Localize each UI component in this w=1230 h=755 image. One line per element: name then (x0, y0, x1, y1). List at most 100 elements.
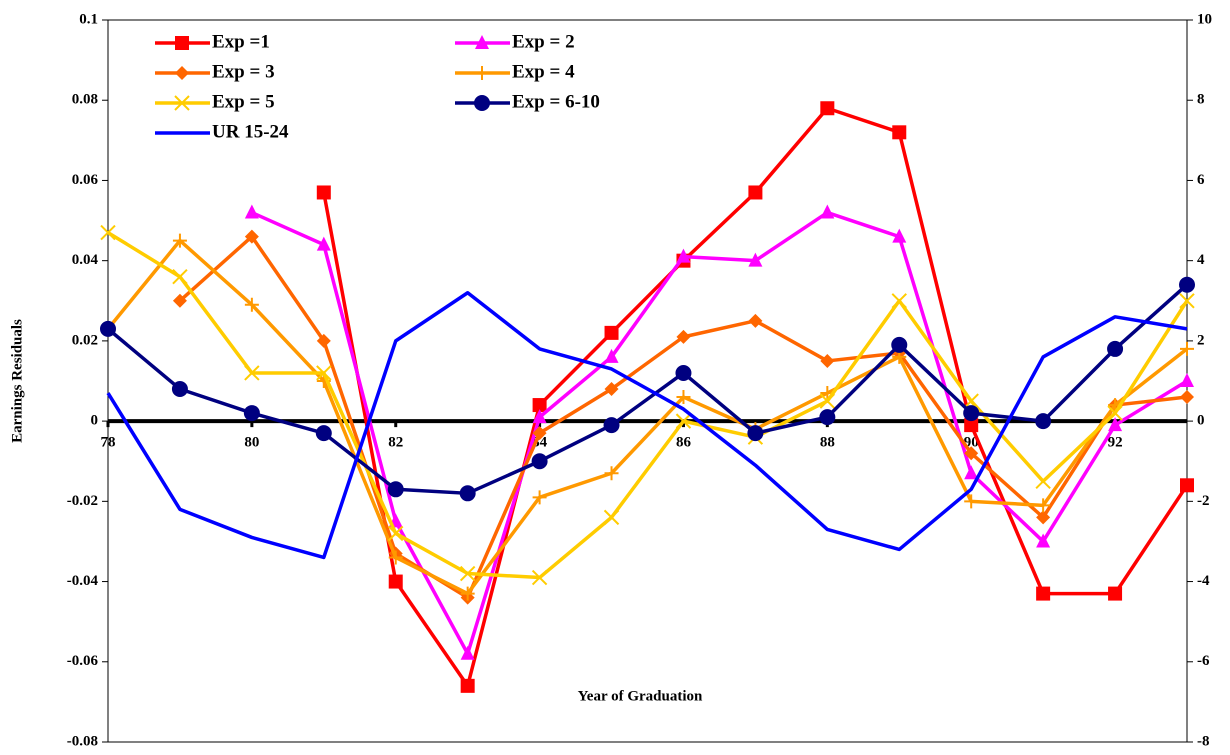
marker (316, 236, 331, 251)
marker (820, 204, 835, 219)
marker (891, 336, 908, 353)
marker (100, 320, 116, 337)
marker (748, 313, 763, 328)
marker (1035, 413, 1052, 430)
marker (1108, 417, 1123, 432)
marker (748, 185, 763, 200)
series-line (106, 283, 1189, 496)
y-tick-label: 0 (91, 413, 99, 429)
marker (819, 409, 836, 426)
marker (1180, 390, 1194, 405)
y2-tick-label: -6 (1197, 653, 1210, 669)
x-axis-label: Year of Graduation (578, 688, 703, 704)
marker (676, 329, 691, 344)
marker (603, 509, 620, 526)
series-line (107, 231, 1189, 580)
marker (316, 365, 332, 381)
series-line (251, 210, 1188, 656)
marker (531, 569, 548, 586)
marker (316, 185, 331, 200)
marker (243, 405, 260, 422)
marker (244, 365, 260, 381)
marker (1180, 478, 1194, 493)
marker (244, 297, 259, 312)
legend-label: Exp = 6-10 (512, 91, 600, 112)
y-tick-label: -0.02 (67, 493, 98, 509)
marker (174, 95, 190, 111)
marker (1107, 405, 1123, 421)
marker (1035, 473, 1051, 489)
marker (748, 252, 763, 267)
legend-label: Exp = 4 (512, 61, 575, 82)
y2-tick-label: -2 (1197, 493, 1210, 509)
x-tick-label: 78 (101, 435, 116, 451)
legend-label: UR 15-24 (212, 121, 289, 142)
y-tick-label: 0.02 (72, 332, 98, 348)
marker (532, 409, 547, 424)
marker (474, 95, 490, 111)
y2-tick-label: 4 (1197, 252, 1205, 268)
marker (964, 465, 979, 480)
marker (172, 233, 187, 248)
y2-tick-label: 2 (1197, 332, 1205, 348)
legend: Exp =1 Exp = 2 Exp = 3 Exp = 4 Exp = 5 Exp = … (155, 31, 600, 142)
y2-tick-label: -8 (1197, 733, 1210, 749)
marker (387, 481, 404, 498)
marker (460, 586, 475, 601)
marker (676, 248, 691, 263)
marker (747, 425, 764, 442)
y2-tick-label: 0 (1197, 413, 1205, 429)
marker (891, 293, 907, 309)
marker (892, 228, 907, 243)
legend-label: Exp =1 (212, 31, 270, 52)
marker (604, 325, 619, 340)
series-line (178, 234, 1188, 600)
y-tick-label: 0.06 (72, 172, 99, 188)
marker (175, 66, 189, 80)
legend-label: Exp = 5 (212, 91, 275, 112)
marker (604, 382, 619, 397)
y-tick-label: 0.08 (72, 92, 98, 108)
marker (475, 66, 489, 80)
marker (676, 390, 691, 405)
marker (1180, 373, 1194, 387)
marker (964, 446, 979, 461)
marker (1036, 586, 1051, 601)
x-tick-label: 88 (820, 435, 835, 451)
marker (532, 490, 547, 505)
marker (1179, 293, 1195, 309)
y-tick-label: -0.04 (67, 573, 99, 589)
marker (100, 224, 116, 241)
marker (964, 494, 979, 509)
marker (963, 393, 979, 409)
marker (819, 393, 836, 409)
marker (459, 485, 476, 502)
y-tick-label: -0.06 (67, 653, 99, 669)
marker (675, 364, 692, 381)
y2-tick-label: -4 (1197, 573, 1210, 589)
marker (675, 413, 692, 429)
marker (388, 574, 403, 589)
marker (532, 398, 547, 413)
marker (388, 550, 403, 565)
marker (459, 565, 476, 582)
marker (172, 293, 187, 308)
marker (1108, 586, 1123, 601)
marker (1179, 276, 1195, 293)
series-line (106, 291, 1188, 560)
marker (604, 348, 619, 363)
marker (820, 353, 835, 368)
x-tick-label: 82 (388, 435, 403, 451)
marker (244, 204, 259, 219)
y2-tick-label: 6 (1197, 172, 1205, 188)
marker (1036, 498, 1051, 513)
y2-tick-label: 10 (1197, 11, 1212, 27)
y-tick-label: 0.1 (79, 11, 98, 27)
marker (460, 678, 475, 693)
series-line (106, 238, 1189, 596)
marker (316, 333, 331, 348)
marker (171, 381, 188, 398)
marker (460, 645, 475, 660)
marker (175, 36, 189, 50)
y-tick-label: -0.08 (67, 733, 98, 749)
